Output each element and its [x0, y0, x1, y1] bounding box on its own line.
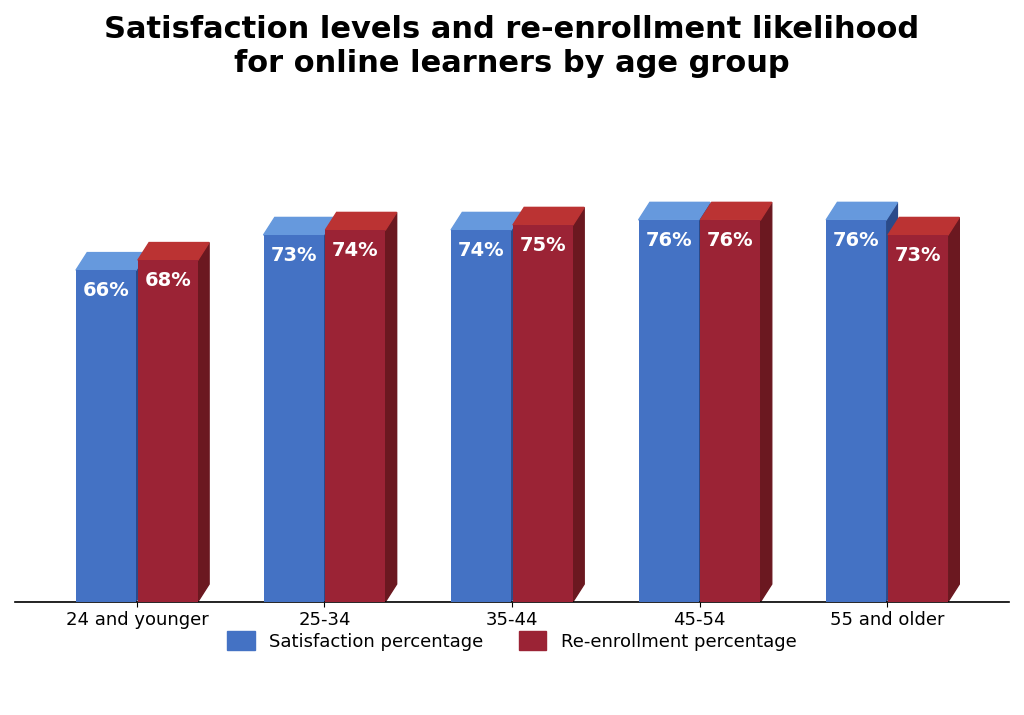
Legend: Satisfaction percentage, Re-enrollment percentage: Satisfaction percentage, Re-enrollment p…: [220, 624, 804, 658]
Polygon shape: [136, 252, 147, 602]
Text: 68%: 68%: [144, 271, 191, 290]
Text: 76%: 76%: [708, 230, 754, 250]
Bar: [263, 235, 324, 602]
Polygon shape: [886, 202, 897, 602]
Polygon shape: [138, 242, 209, 260]
Text: 74%: 74%: [458, 240, 505, 260]
Text: 75%: 75%: [519, 235, 566, 255]
Text: 73%: 73%: [270, 245, 316, 265]
Polygon shape: [513, 207, 585, 225]
Polygon shape: [948, 217, 959, 602]
Polygon shape: [324, 217, 335, 602]
Polygon shape: [511, 212, 522, 602]
Polygon shape: [888, 217, 959, 235]
Text: 73%: 73%: [895, 245, 941, 265]
Bar: [76, 270, 136, 602]
Bar: [826, 220, 886, 602]
Polygon shape: [385, 212, 396, 602]
Text: 66%: 66%: [83, 281, 129, 300]
Polygon shape: [326, 212, 396, 230]
Bar: [326, 230, 385, 602]
Polygon shape: [698, 202, 710, 602]
Polygon shape: [700, 202, 772, 220]
Bar: [451, 230, 511, 602]
Polygon shape: [76, 252, 147, 270]
Polygon shape: [451, 212, 522, 230]
Bar: [138, 260, 198, 602]
Bar: [700, 220, 761, 602]
Bar: [888, 235, 948, 602]
Polygon shape: [761, 202, 772, 602]
Polygon shape: [263, 217, 335, 235]
Title: Satisfaction levels and re-enrollment likelihood
for online learners by age grou: Satisfaction levels and re-enrollment li…: [104, 15, 920, 78]
Bar: [513, 225, 573, 602]
Polygon shape: [198, 242, 209, 602]
Polygon shape: [639, 202, 710, 220]
Polygon shape: [826, 202, 897, 220]
Text: 74%: 74%: [332, 240, 379, 260]
Bar: [639, 220, 698, 602]
Text: 76%: 76%: [833, 230, 880, 250]
Polygon shape: [573, 207, 585, 602]
Text: 76%: 76%: [645, 230, 692, 250]
